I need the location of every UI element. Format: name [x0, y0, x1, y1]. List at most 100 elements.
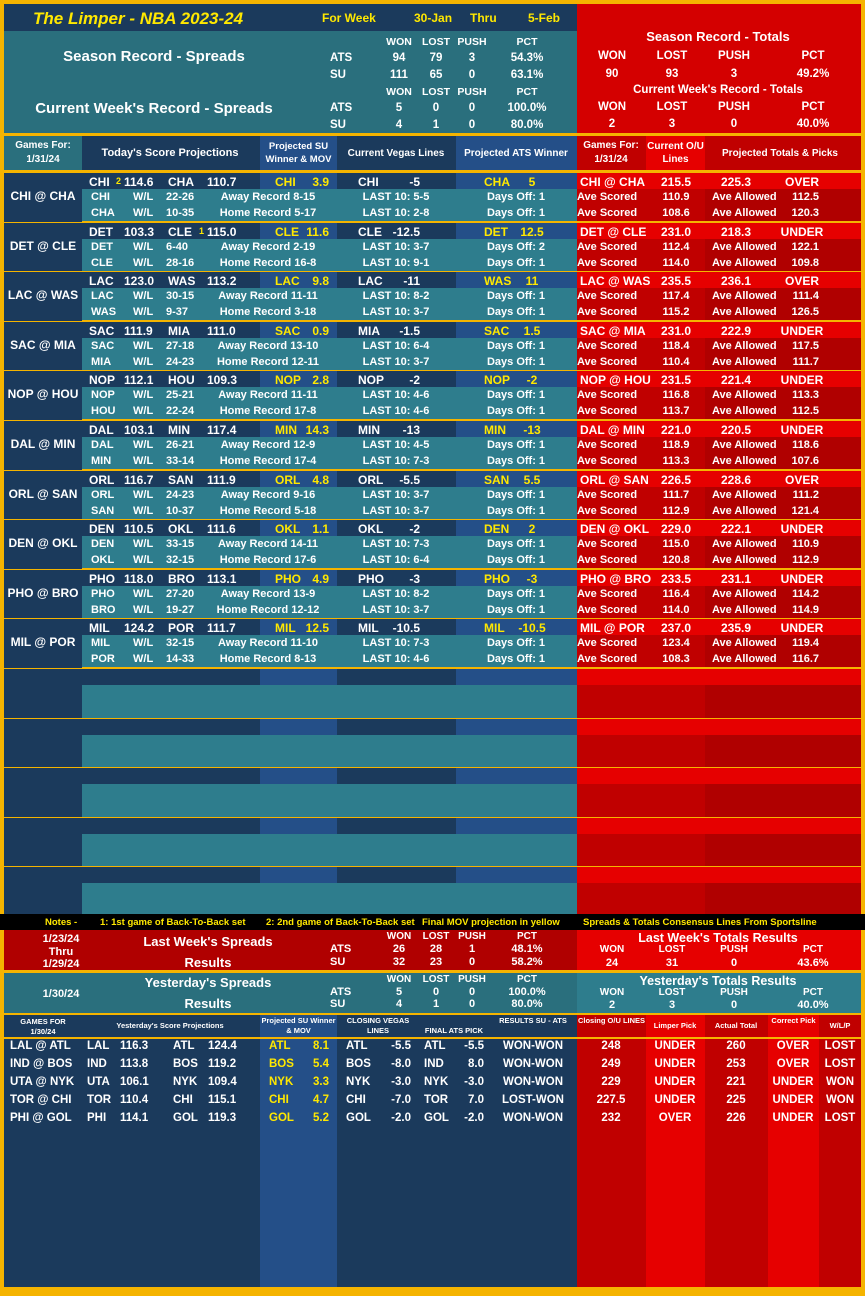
header-games-for-2: Games For:	[583, 140, 639, 151]
away-score: 123.0	[124, 274, 155, 288]
vegas-team: OKL	[358, 522, 384, 536]
split-record: Away Record 11-10	[217, 637, 319, 649]
split-record: Away Record 13-9	[220, 588, 316, 600]
empty-row-bg	[456, 669, 577, 685]
ats-value: -2	[526, 373, 538, 387]
yesterday-home-score: 124.4	[208, 1040, 237, 1052]
ave-allowed-value: 114.9	[792, 604, 819, 616]
ave-allowed-label-bg	[705, 288, 768, 304]
ave-scored-bg	[646, 239, 705, 255]
wl-label: W/L	[133, 356, 154, 368]
yesterday-ats-line: 8.0	[468, 1058, 484, 1070]
team-abbr: CHA	[91, 207, 115, 219]
team-record: 22-26	[166, 191, 195, 203]
ave-allowed-label-bg	[705, 189, 768, 205]
ave-scored-label: Ave Scored	[577, 604, 638, 616]
header-vegas-lines: Current Vegas Lines	[347, 148, 445, 159]
ave-scored-label: Ave Scored	[577, 290, 638, 302]
ave-allowed-bg	[768, 387, 861, 403]
yesterday-home-team: BOS	[173, 1058, 198, 1070]
yesterday-closing-line: -2.0	[391, 1112, 411, 1124]
game-header-vegas-bg	[337, 173, 456, 189]
team-abbr: NOP	[91, 389, 115, 401]
game-header-pick-bg	[768, 223, 861, 239]
days-off: Days Off: 1	[486, 554, 546, 566]
split-record: Home Record 3-18	[219, 306, 317, 318]
su-winner: MIL	[275, 621, 296, 635]
yesterday-away-team: PHI	[87, 1112, 107, 1124]
game-separator	[4, 817, 861, 818]
ave-allowed-label: Ave Allowed	[712, 489, 777, 501]
away-team: DEN	[89, 522, 115, 536]
team-record: 10-37	[166, 505, 195, 517]
ave-scored-value: 111.7	[662, 489, 690, 501]
yesterday-closing-ou: 232	[601, 1112, 621, 1124]
ats-value: -13	[523, 423, 541, 437]
game-separator	[4, 172, 861, 173]
empty-row-bg	[577, 768, 861, 784]
game-header-su-bg	[260, 421, 337, 437]
ave-scored-value: 120.8	[662, 554, 690, 566]
team-abbr: ORL	[91, 489, 115, 501]
ou-line: 235.5	[660, 274, 692, 288]
ave-scored-label-bg	[577, 239, 646, 255]
game-header-proj-bg	[82, 471, 260, 487]
ave-scored-label: Ave Scored	[577, 389, 638, 401]
last-week-totals-value: 43.6%	[797, 957, 829, 969]
ave-allowed-bg	[768, 239, 861, 255]
ou-line: 215.5	[660, 175, 692, 189]
projected-total: 220.5	[720, 423, 752, 437]
su-mov: 4.9	[312, 572, 329, 586]
su-winner: CLE	[275, 225, 299, 239]
days-off: Days Off: 1	[486, 191, 546, 203]
ave-scored-value: 112.9	[662, 505, 690, 517]
ave-allowed-label-bg	[705, 552, 768, 568]
team-row-bg	[82, 304, 577, 320]
yesterday-column-bg	[4, 1015, 82, 1287]
yesterday-su-value: 0	[468, 998, 476, 1010]
ave-scored-value: 118.4	[662, 340, 690, 352]
ou-line: 221.0	[660, 423, 692, 437]
team-record: 9-37	[166, 306, 189, 318]
team-record: 14-33	[166, 653, 195, 665]
ave-scored-label: Ave Scored	[577, 653, 638, 665]
ave-scored-value: 115.2	[662, 306, 690, 318]
game-label-cell	[4, 321, 82, 370]
last-10-record: LAST 10: 6-4	[362, 340, 430, 352]
team-record: 28-16	[166, 257, 195, 269]
yesterday-su-mov: 3.3	[313, 1076, 329, 1088]
ave-allowed-label: Ave Allowed	[712, 306, 777, 318]
ave-allowed-label-bg	[705, 651, 768, 667]
last-week-totals-header: LOST	[658, 944, 686, 955]
ave-scored-value: 108.3	[662, 653, 690, 665]
team-row-bg	[82, 338, 577, 354]
game-header-ou-bg	[646, 619, 705, 635]
vegas-team: MIL	[358, 621, 379, 635]
split-record: Home Record 8-13	[219, 653, 317, 665]
total-pick: UNDER	[780, 423, 824, 437]
vegas-line: -13	[402, 423, 420, 437]
ave-allowed-label: Ave Allowed	[712, 588, 777, 600]
split-record: Home Record 17-6	[219, 554, 317, 566]
ave-allowed-label-bg	[705, 602, 768, 618]
total-pick: OVER	[784, 274, 820, 288]
ave-allowed-label: Ave Allowed	[712, 604, 777, 616]
yesterday-totals-header: PCT	[803, 987, 823, 998]
game-header-proj-bg	[82, 322, 260, 338]
last-10-record: LAST 10: 3-7	[362, 505, 430, 517]
yesterday-wlp: WON	[825, 1094, 855, 1106]
vegas-line: -3	[409, 572, 420, 586]
ave-scored-label-bg	[577, 255, 646, 271]
ou-line: 237.0	[660, 621, 692, 635]
yesterday-closing-ou: 249	[601, 1058, 621, 1070]
yesterday-wlp: LOST	[824, 1112, 856, 1124]
ave-allowed-label-bg	[705, 304, 768, 320]
last-week-totals-header: PUSH	[720, 944, 748, 955]
ave-scored-value: 108.6	[662, 207, 690, 219]
vegas-team: LAC	[358, 274, 383, 288]
split-record: Home Record 5-18	[219, 505, 317, 517]
yesterday-actual-total: 225	[726, 1094, 746, 1106]
game-label-cell	[4, 519, 82, 569]
game-header-total-bg	[705, 520, 768, 536]
yesterday-result: WON-WON	[502, 1076, 564, 1088]
